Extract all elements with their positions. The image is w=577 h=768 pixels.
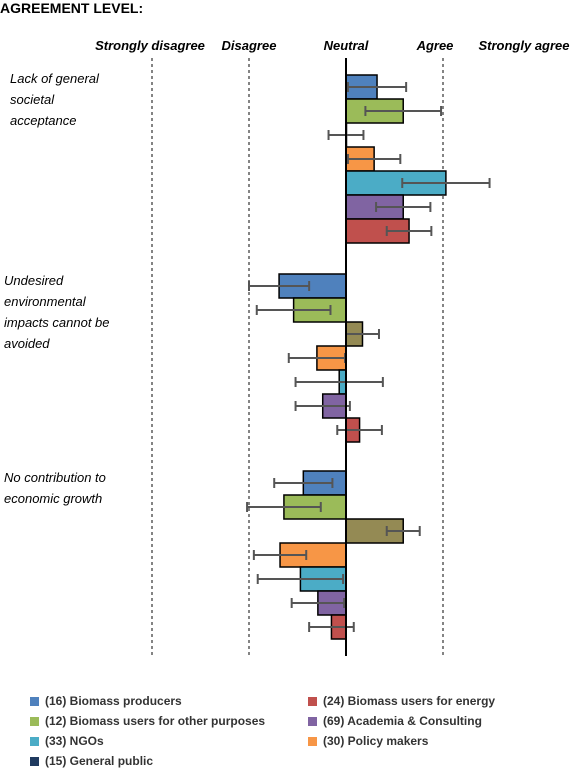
x-scale-labels: Strongly disagree Disagree Neutral Agree Str…: [95, 38, 569, 53]
category-label-line: acceptance: [10, 113, 77, 128]
legend-item-30-policy-makers: (30) Policy makers: [308, 734, 428, 748]
legend-swatch: [30, 696, 39, 706]
legend-item-33-ngos: (33) NGOs: [30, 734, 104, 748]
category-label-2: Undesired environmental impacts cannot be a…: [4, 273, 110, 351]
scale-label-strongly-agree: Strongly agree: [478, 38, 569, 53]
scale-label-strongly-disagree: Strongly disagree: [95, 38, 205, 53]
scale-label-disagree: Disagree: [222, 38, 277, 53]
category-label-line: Lack of general: [10, 71, 100, 86]
legend-label: (30) Policy makers: [323, 734, 429, 748]
legend-swatch: [30, 756, 39, 766]
category-label-line: environmental: [4, 294, 87, 309]
legend-swatch: [308, 736, 317, 746]
legend-label: (15) General public: [45, 754, 154, 768]
legend-swatch: [308, 716, 317, 726]
legend-label: (24) Biomass users for energy: [323, 694, 496, 708]
gridlines: [151, 58, 444, 656]
category-label-line: economic growth: [4, 491, 102, 506]
legend-item-69-academia-consulting: (69) Academia & Consulting: [308, 714, 482, 728]
legend-label: (16) Biomass producers: [45, 694, 182, 708]
legend-swatch: [30, 716, 39, 726]
category-label-line: No contribution to: [4, 470, 106, 485]
category-label-3: No contribution to economic growth: [4, 470, 106, 506]
category-label-line: impacts cannot be: [4, 315, 110, 330]
legend-swatch: [308, 696, 317, 706]
legend-item-24-biomass-users-for-energy: (24) Biomass users for energy: [308, 694, 495, 708]
category-label-line: societal: [10, 92, 55, 107]
legend-item-12-biomass-users-for-other-purposes: (12) Biomass users for other purposes: [30, 714, 265, 728]
chart-title: AGREEMENT LEVEL:: [0, 0, 143, 16]
legend-label: (69) Academia & Consulting: [323, 714, 482, 728]
legend-label: (33) NGOs: [45, 734, 104, 748]
category-label-1: Lack of general societal acceptance: [10, 71, 100, 128]
category-label-line: avoided: [4, 336, 50, 351]
legend-item-16-biomass-producers: (16) Biomass producers: [30, 694, 182, 708]
legend-label: (12) Biomass users for other purposes: [45, 714, 266, 728]
category-labels: Lack of general societal acceptance Undesir…: [4, 71, 110, 506]
legend-item-15-general-public: (15) General public: [30, 754, 153, 768]
legend-swatch: [30, 736, 39, 746]
scale-label-neutral: Neutral: [324, 38, 369, 53]
scale-label-agree: Agree: [416, 38, 454, 53]
chart-area: AGREEMENT LEVEL: Strongly disagree Disagr…: [0, 0, 570, 656]
category-label-line: Undesired: [4, 273, 64, 288]
